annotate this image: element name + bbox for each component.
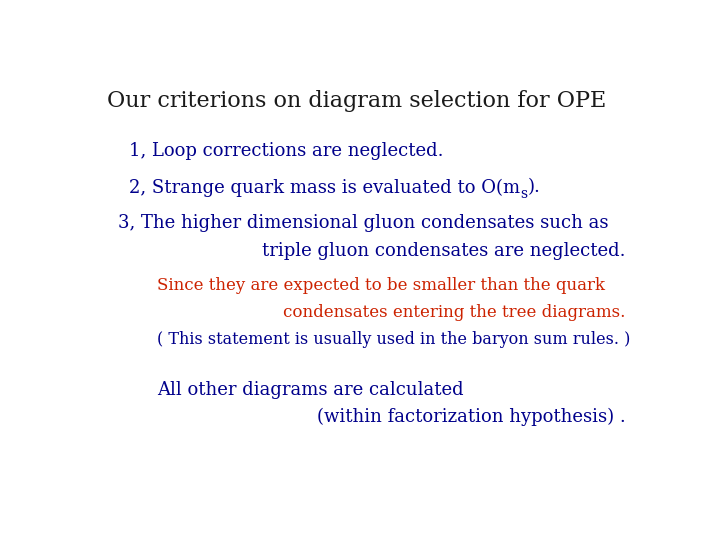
Text: ).: ).: [527, 178, 540, 197]
Text: (within factorization hypothesis) .: (within factorization hypothesis) .: [317, 408, 626, 426]
Text: 3, The higher dimensional gluon condensates such as: 3, The higher dimensional gluon condensa…: [118, 214, 608, 233]
Text: ( This statement is usually used in the baryon sum rules. ): ( This statement is usually used in the …: [157, 331, 630, 348]
Text: s: s: [520, 187, 527, 201]
Text: All other diagrams are calculated: All other diagrams are calculated: [157, 381, 464, 399]
Text: triple gluon condensates are neglected.: triple gluon condensates are neglected.: [262, 241, 626, 260]
Text: Our criterions on diagram selection for OPE: Our criterions on diagram selection for …: [107, 90, 606, 112]
Text: condensates entering the tree diagrams.: condensates entering the tree diagrams.: [283, 304, 626, 321]
Text: Since they are expected to be smaller than the quark: Since they are expected to be smaller th…: [157, 277, 605, 294]
Text: 1, Loop corrections are neglected.: 1, Loop corrections are neglected.: [129, 141, 444, 160]
Text: 2, Strange quark mass is evaluated to O(m: 2, Strange quark mass is evaluated to O(…: [129, 178, 520, 197]
